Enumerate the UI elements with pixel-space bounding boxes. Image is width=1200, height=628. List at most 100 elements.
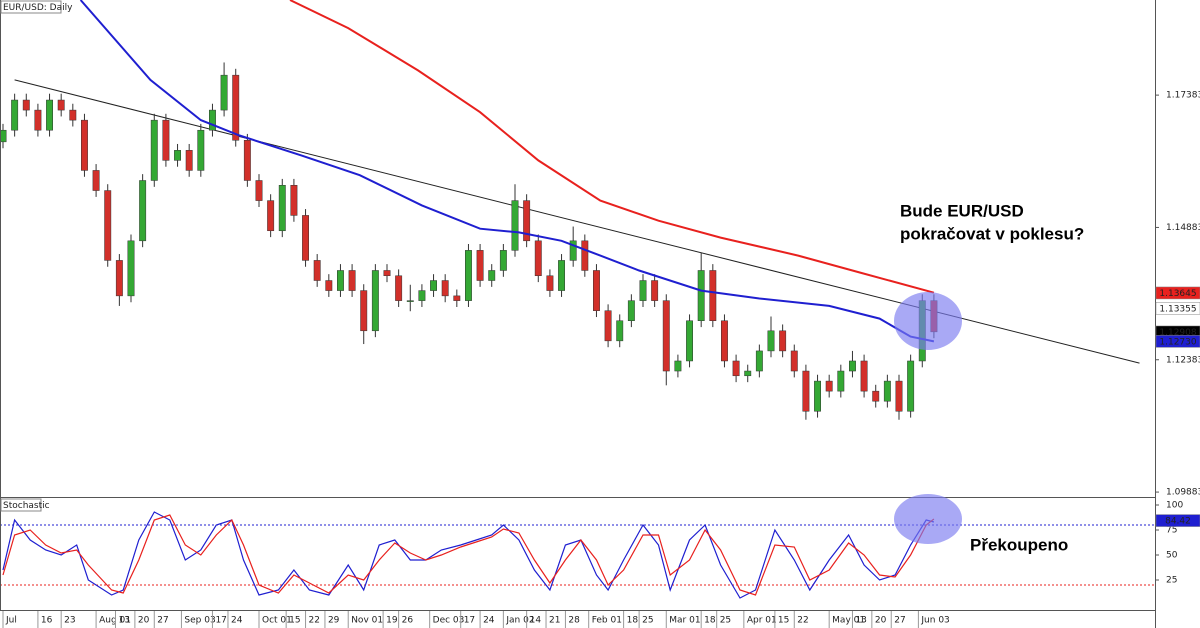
annotation: pokračovat v poklesu? <box>900 224 1084 243</box>
y-tick-label: 75 <box>1166 526 1177 536</box>
candle-body <box>523 200 531 242</box>
candle-body <box>406 300 414 302</box>
price-label: 1.12730 <box>1159 337 1196 347</box>
x-tick-label: 28 <box>568 616 580 626</box>
candle-body <box>255 180 263 201</box>
x-tick-label: Nov 01 <box>351 616 383 626</box>
candle-body <box>569 240 577 261</box>
price-label: 1.13645 <box>1159 289 1196 299</box>
candle-body <box>0 129 7 143</box>
x-tick-label: Feb 01 <box>592 616 622 626</box>
candle-body <box>34 109 42 131</box>
candle-body <box>744 370 752 377</box>
candle-body <box>825 380 833 392</box>
candle-body <box>907 360 915 412</box>
candle-body <box>604 310 612 342</box>
candle-body <box>779 330 787 352</box>
candle-body <box>185 150 193 171</box>
y-tick-label: 1.17383 <box>1166 91 1200 101</box>
y-tick-label: 25 <box>1166 576 1177 586</box>
x-tick-label: Mar 01 <box>669 616 700 626</box>
candle-body <box>883 380 891 402</box>
candle-body <box>197 129 205 171</box>
x-tick-label: 13 <box>855 616 866 626</box>
x-tick-label: 17 <box>215 616 226 626</box>
x-tick-label: 15 <box>778 616 789 626</box>
candle-body <box>627 300 635 321</box>
candle-body <box>546 275 554 291</box>
moving-average <box>79 0 935 343</box>
candle-body <box>162 119 170 161</box>
x-tick-label: 20 <box>138 616 150 626</box>
x-tick-label: 18 <box>704 616 716 626</box>
candle-body <box>593 270 600 311</box>
candle-body <box>139 180 147 242</box>
candle-body <box>616 320 624 342</box>
candle-body <box>755 350 763 372</box>
candle-body <box>732 360 740 377</box>
x-tick-label: Apr 01 <box>747 616 777 626</box>
x-tick-label: 21 <box>549 616 560 626</box>
candle-body <box>558 260 565 291</box>
x-tick-label: 22 <box>309 616 320 626</box>
candle-body <box>837 370 845 392</box>
candle-body <box>115 260 123 297</box>
x-tick-label: 16 <box>41 616 53 626</box>
candle-body <box>639 280 647 301</box>
x-tick-label: 27 <box>894 616 905 626</box>
y-tick-label: 1.14883 <box>1166 223 1200 233</box>
candle-body <box>860 360 868 392</box>
highlight-circle <box>894 292 962 350</box>
x-tick-label: 29 <box>328 616 340 626</box>
candle-body <box>325 280 333 291</box>
x-tick-label: Oct 01 <box>262 616 292 626</box>
candle-body <box>430 280 437 291</box>
price-label: 1.13355 <box>1159 304 1196 314</box>
stochastic-line <box>2 514 935 596</box>
candle-body <box>651 280 659 301</box>
candle-body <box>488 270 496 281</box>
candle-body <box>267 200 275 232</box>
candle-body <box>302 215 309 261</box>
chart-title: EUR/USD: Daily <box>3 3 73 13</box>
candle-body <box>872 390 880 402</box>
pane-title: Stochastic <box>3 501 50 511</box>
candle-body <box>499 250 507 271</box>
candle-body <box>686 320 693 362</box>
candle-body <box>534 240 542 277</box>
price-label: 1.12908 <box>1159 328 1196 338</box>
x-tick-label: May 01 <box>832 616 865 626</box>
candle-body <box>849 360 856 372</box>
candle-body <box>11 99 19 131</box>
candle-body <box>150 119 158 181</box>
candle-body <box>662 300 670 372</box>
y-tick-label: 100 <box>1166 501 1183 511</box>
x-tick-label: 25 <box>642 616 653 626</box>
x-tick-label: 19 <box>386 616 398 626</box>
candle-body <box>395 275 403 301</box>
candle-body <box>174 150 181 161</box>
x-tick-label: 25 <box>720 616 731 626</box>
candle-body <box>57 99 65 111</box>
title-box <box>0 498 42 512</box>
price-label-box <box>1155 302 1200 315</box>
x-tick-label: 22 <box>797 616 808 626</box>
candle-body <box>895 380 903 412</box>
candle-body <box>278 185 286 232</box>
candle-body <box>69 109 77 121</box>
candle-body <box>465 250 472 301</box>
candle-body <box>209 109 216 131</box>
candle-body <box>453 295 461 301</box>
stochastic-line <box>2 511 935 599</box>
candle-body <box>104 190 112 261</box>
candle-body <box>511 200 519 251</box>
candle-body <box>418 290 426 301</box>
price-label-box <box>1155 286 1200 300</box>
y-tick-label: 50 <box>1166 551 1178 561</box>
candle-body <box>581 240 589 271</box>
x-tick-label: Jan 02 <box>505 616 534 626</box>
x-tick-label: Jul <box>5 616 17 626</box>
x-tick-label: Jun 03 <box>920 616 949 626</box>
candle-body <box>232 74 240 141</box>
